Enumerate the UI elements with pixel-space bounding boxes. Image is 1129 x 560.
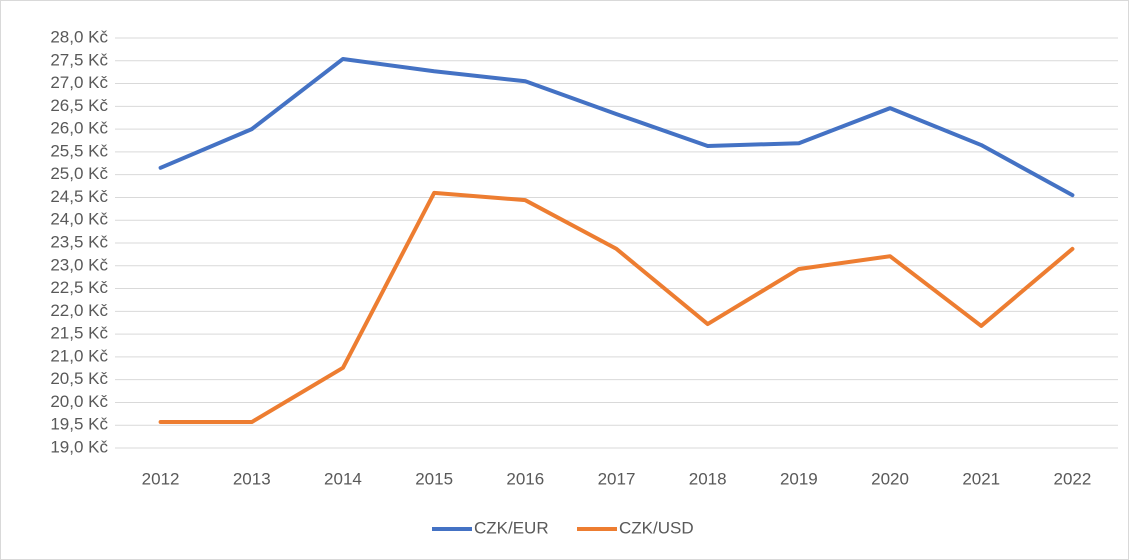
- x-tick-label: 2015: [415, 469, 453, 488]
- y-tick-label: 26,5 Kč: [50, 96, 108, 115]
- x-tick-label: 2013: [233, 469, 271, 488]
- y-tick-label: 20,5 Kč: [50, 369, 108, 388]
- y-tick-label: 28,0 Kč: [50, 27, 108, 46]
- y-tick-label: 25,5 Kč: [50, 141, 108, 160]
- y-tick-label: 25,0 Kč: [50, 164, 108, 183]
- x-tick-label: 2020: [871, 469, 909, 488]
- x-tick-label: 2012: [142, 469, 180, 488]
- y-tick-label: 24,0 Kč: [50, 210, 108, 229]
- y-tick-label: 22,0 Kč: [50, 301, 108, 320]
- x-tick-label: 2022: [1053, 469, 1091, 488]
- y-tick-label: 19,5 Kč: [50, 415, 108, 434]
- y-tick-label: 22,5 Kč: [50, 278, 108, 297]
- y-tick-label: 24,5 Kč: [50, 187, 108, 206]
- y-tick-label: 19,0 Kč: [50, 437, 108, 456]
- x-tick-label: 2017: [598, 469, 636, 488]
- x-tick-label: 2014: [324, 469, 362, 488]
- legend-label: CZK/USD: [619, 518, 694, 537]
- legend-label: CZK/EUR: [474, 518, 549, 537]
- x-tick-label: 2021: [962, 469, 1000, 488]
- y-tick-label: 23,5 Kč: [50, 232, 108, 251]
- series-line: [158, 190, 1075, 425]
- y-tick-label: 20,0 Kč: [50, 392, 108, 411]
- y-tick-label: 27,5 Kč: [50, 50, 108, 69]
- series-line: [158, 56, 1075, 198]
- y-tick-label: 23,0 Kč: [50, 255, 108, 274]
- y-tick-label: 21,0 Kč: [50, 346, 108, 365]
- x-tick-label: 2019: [780, 469, 818, 488]
- y-tick-label: 27,0 Kč: [50, 73, 108, 92]
- x-tick-label: 2018: [689, 469, 727, 488]
- y-tick-label: 21,5 Kč: [50, 324, 108, 343]
- x-tick-label: 2016: [506, 469, 544, 488]
- y-tick-label: 26,0 Kč: [50, 119, 108, 138]
